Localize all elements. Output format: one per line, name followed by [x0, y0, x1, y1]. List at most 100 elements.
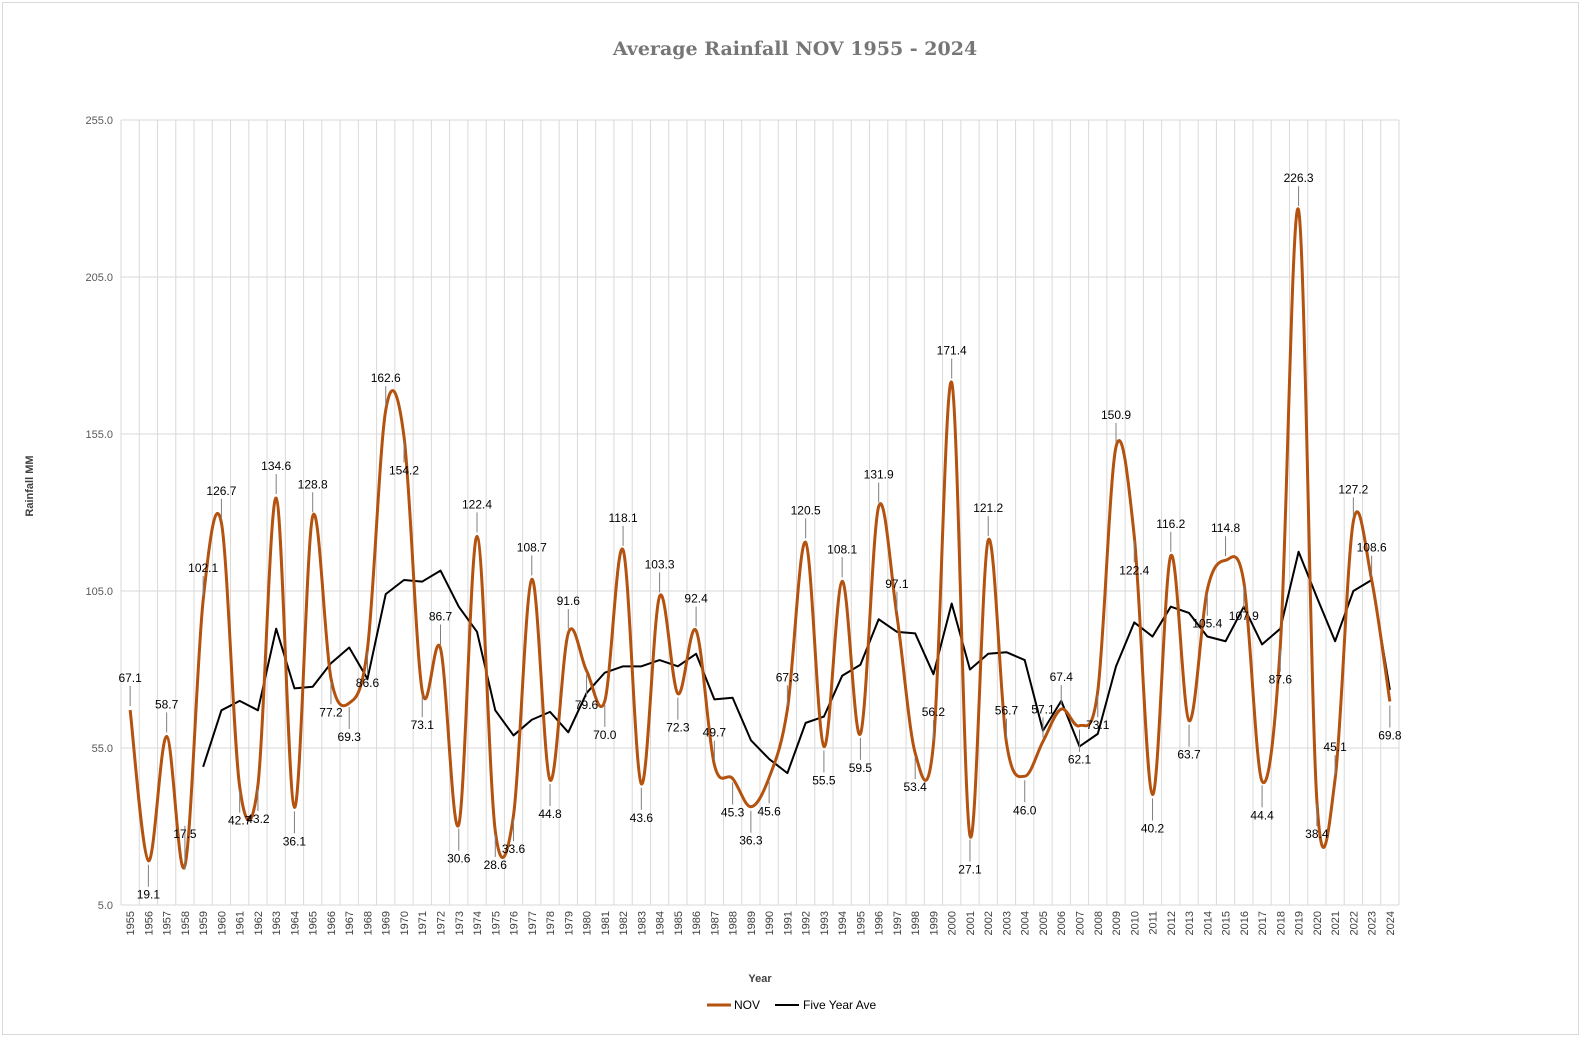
x-tick-label: 1978	[545, 911, 557, 935]
nov-data-label: 70.0	[593, 728, 617, 742]
horizontal-gridlines	[121, 119, 1399, 906]
x-tick-label: 1991	[782, 911, 794, 935]
nov-data-label: 226.3	[1284, 171, 1314, 185]
x-tick-label: 2023	[1367, 911, 1379, 935]
x-tick-label: 2005	[1038, 911, 1050, 935]
legend-item-five-year-ave: Five Year Ave	[775, 998, 876, 1012]
x-tick-label: 1962	[253, 911, 265, 935]
x-tick-label: 1965	[308, 911, 320, 935]
nov-data-label: 43.2	[246, 812, 270, 826]
nov-data-label: 150.9	[1101, 408, 1131, 422]
nov-data-label: 67.4	[1050, 670, 1074, 684]
x-tick-label: 1987	[709, 911, 721, 935]
x-tick-label: 1989	[746, 911, 758, 935]
x-tick-label: 2013	[1184, 911, 1196, 935]
x-tick-label: 1971	[417, 911, 429, 935]
nov-data-label: 103.3	[645, 557, 675, 571]
nov-data-label: 92.4	[684, 592, 708, 606]
nov-data-label: 55.5	[812, 773, 836, 787]
x-tick-label: 1993	[819, 911, 831, 935]
x-tick-label: 2021	[1330, 911, 1342, 935]
x-tick-label: 2015	[1221, 911, 1233, 935]
nov-data-label: 73.1	[1086, 718, 1110, 732]
x-tick-label: 2007	[1075, 911, 1087, 935]
nov-data-label: 45.6	[757, 805, 781, 819]
x-tick-label: 1979	[563, 911, 575, 935]
x-tick-label: 1985	[673, 911, 685, 935]
nov-data-label: 17.5	[173, 827, 197, 841]
x-tick-label: 1960	[216, 911, 228, 935]
legend: NOV Five Year Ave	[707, 998, 876, 1012]
nov-data-label: 102.1	[188, 561, 218, 575]
chart-title: Average Rainfall NOV 1955 - 2024	[612, 38, 977, 60]
nov-data-label: 107.9	[1229, 609, 1259, 623]
x-tick-label: 2017	[1257, 911, 1269, 935]
x-tick-label: 1958	[180, 911, 192, 935]
x-tick-label: 1963	[271, 911, 283, 935]
x-tick-label: 2006	[1056, 911, 1068, 935]
x-tick-label: 2000	[947, 911, 959, 935]
y-tick-label: 205.0	[85, 272, 113, 284]
nov-data-label: 120.5	[791, 503, 821, 517]
x-tick-label: 2024	[1385, 911, 1397, 935]
nov-data-label: 105.4	[1192, 617, 1222, 631]
x-tick-label: 1981	[600, 911, 612, 935]
x-tick-label: 1975	[490, 911, 502, 935]
nov-data-label: 73.1	[411, 718, 435, 732]
x-tick-label: 1977	[527, 911, 539, 935]
nov-data-label: 49.7	[703, 726, 727, 740]
nov-data-label: 121.2	[973, 501, 1003, 515]
legend-label-five-year-ave: Five Year Ave	[803, 998, 876, 1012]
x-tick-label: 1964	[289, 911, 301, 935]
x-tick-label: 1998	[910, 911, 922, 935]
y-tick-label: 155.0	[85, 429, 113, 441]
x-tick-label: 2016	[1239, 911, 1251, 935]
nov-data-label: 67.3	[776, 670, 800, 684]
nov-data-label: 162.6	[371, 371, 401, 385]
nov-data-label: 62.1	[1068, 753, 1092, 767]
nov-data-label: 19.1	[137, 888, 161, 902]
nov-data-label: 69.8	[1378, 729, 1402, 743]
nov-data-label: 59.5	[849, 761, 873, 775]
x-tick-label: 1997	[892, 911, 904, 935]
x-tick-label: 1994	[837, 911, 849, 935]
nov-data-label: 171.4	[937, 344, 967, 358]
nov-data-label: 108.1	[827, 542, 857, 556]
nov-data-label: 67.1	[118, 671, 142, 685]
legend-label-nov: NOV	[734, 998, 760, 1012]
legend-item-nov: NOV	[707, 998, 760, 1012]
x-tick-label: 1955	[125, 911, 137, 935]
nov-data-label: 46.0	[1013, 803, 1037, 817]
nov-data-label: 56.7	[995, 704, 1019, 718]
nov-data-label: 131.9	[864, 468, 894, 482]
nov-line	[128, 207, 1392, 870]
x-tick-label: 1983	[636, 911, 648, 935]
x-tick-label: 1959	[198, 911, 210, 935]
nov-data-label: 58.7	[155, 697, 179, 711]
x-tick-label: 2014	[1202, 911, 1214, 935]
x-tick-label: 1992	[801, 911, 813, 935]
nov-data-label: 126.7	[206, 484, 236, 498]
nov-data-label: 154.2	[389, 464, 419, 478]
nov-data-label: 53.4	[904, 780, 928, 794]
x-tick-label: 2010	[1129, 911, 1141, 935]
x-tick-label: 1969	[381, 911, 393, 935]
nov-data-label: 69.3	[338, 730, 362, 744]
x-tick-label: 1996	[874, 911, 886, 935]
data-label-leader-lines	[129, 186, 1391, 887]
nov-data-label: 45.3	[721, 805, 745, 819]
x-tick-label: 2019	[1294, 911, 1306, 935]
nov-data-label: 56.2	[922, 705, 946, 719]
x-tick-label: 1972	[436, 911, 448, 935]
x-tick-label: 1984	[655, 911, 667, 935]
x-tick-label: 1967	[344, 911, 356, 935]
x-tick-label: 2001	[965, 911, 977, 935]
y-tick-label: 255.0	[85, 115, 113, 127]
x-tick-label: 1980	[582, 911, 594, 935]
nov-data-label: 128.8	[298, 477, 328, 491]
x-tick-label: 1976	[509, 911, 521, 935]
nov-data-label: 134.6	[261, 459, 291, 473]
nov-data-label: 77.2	[319, 705, 343, 719]
